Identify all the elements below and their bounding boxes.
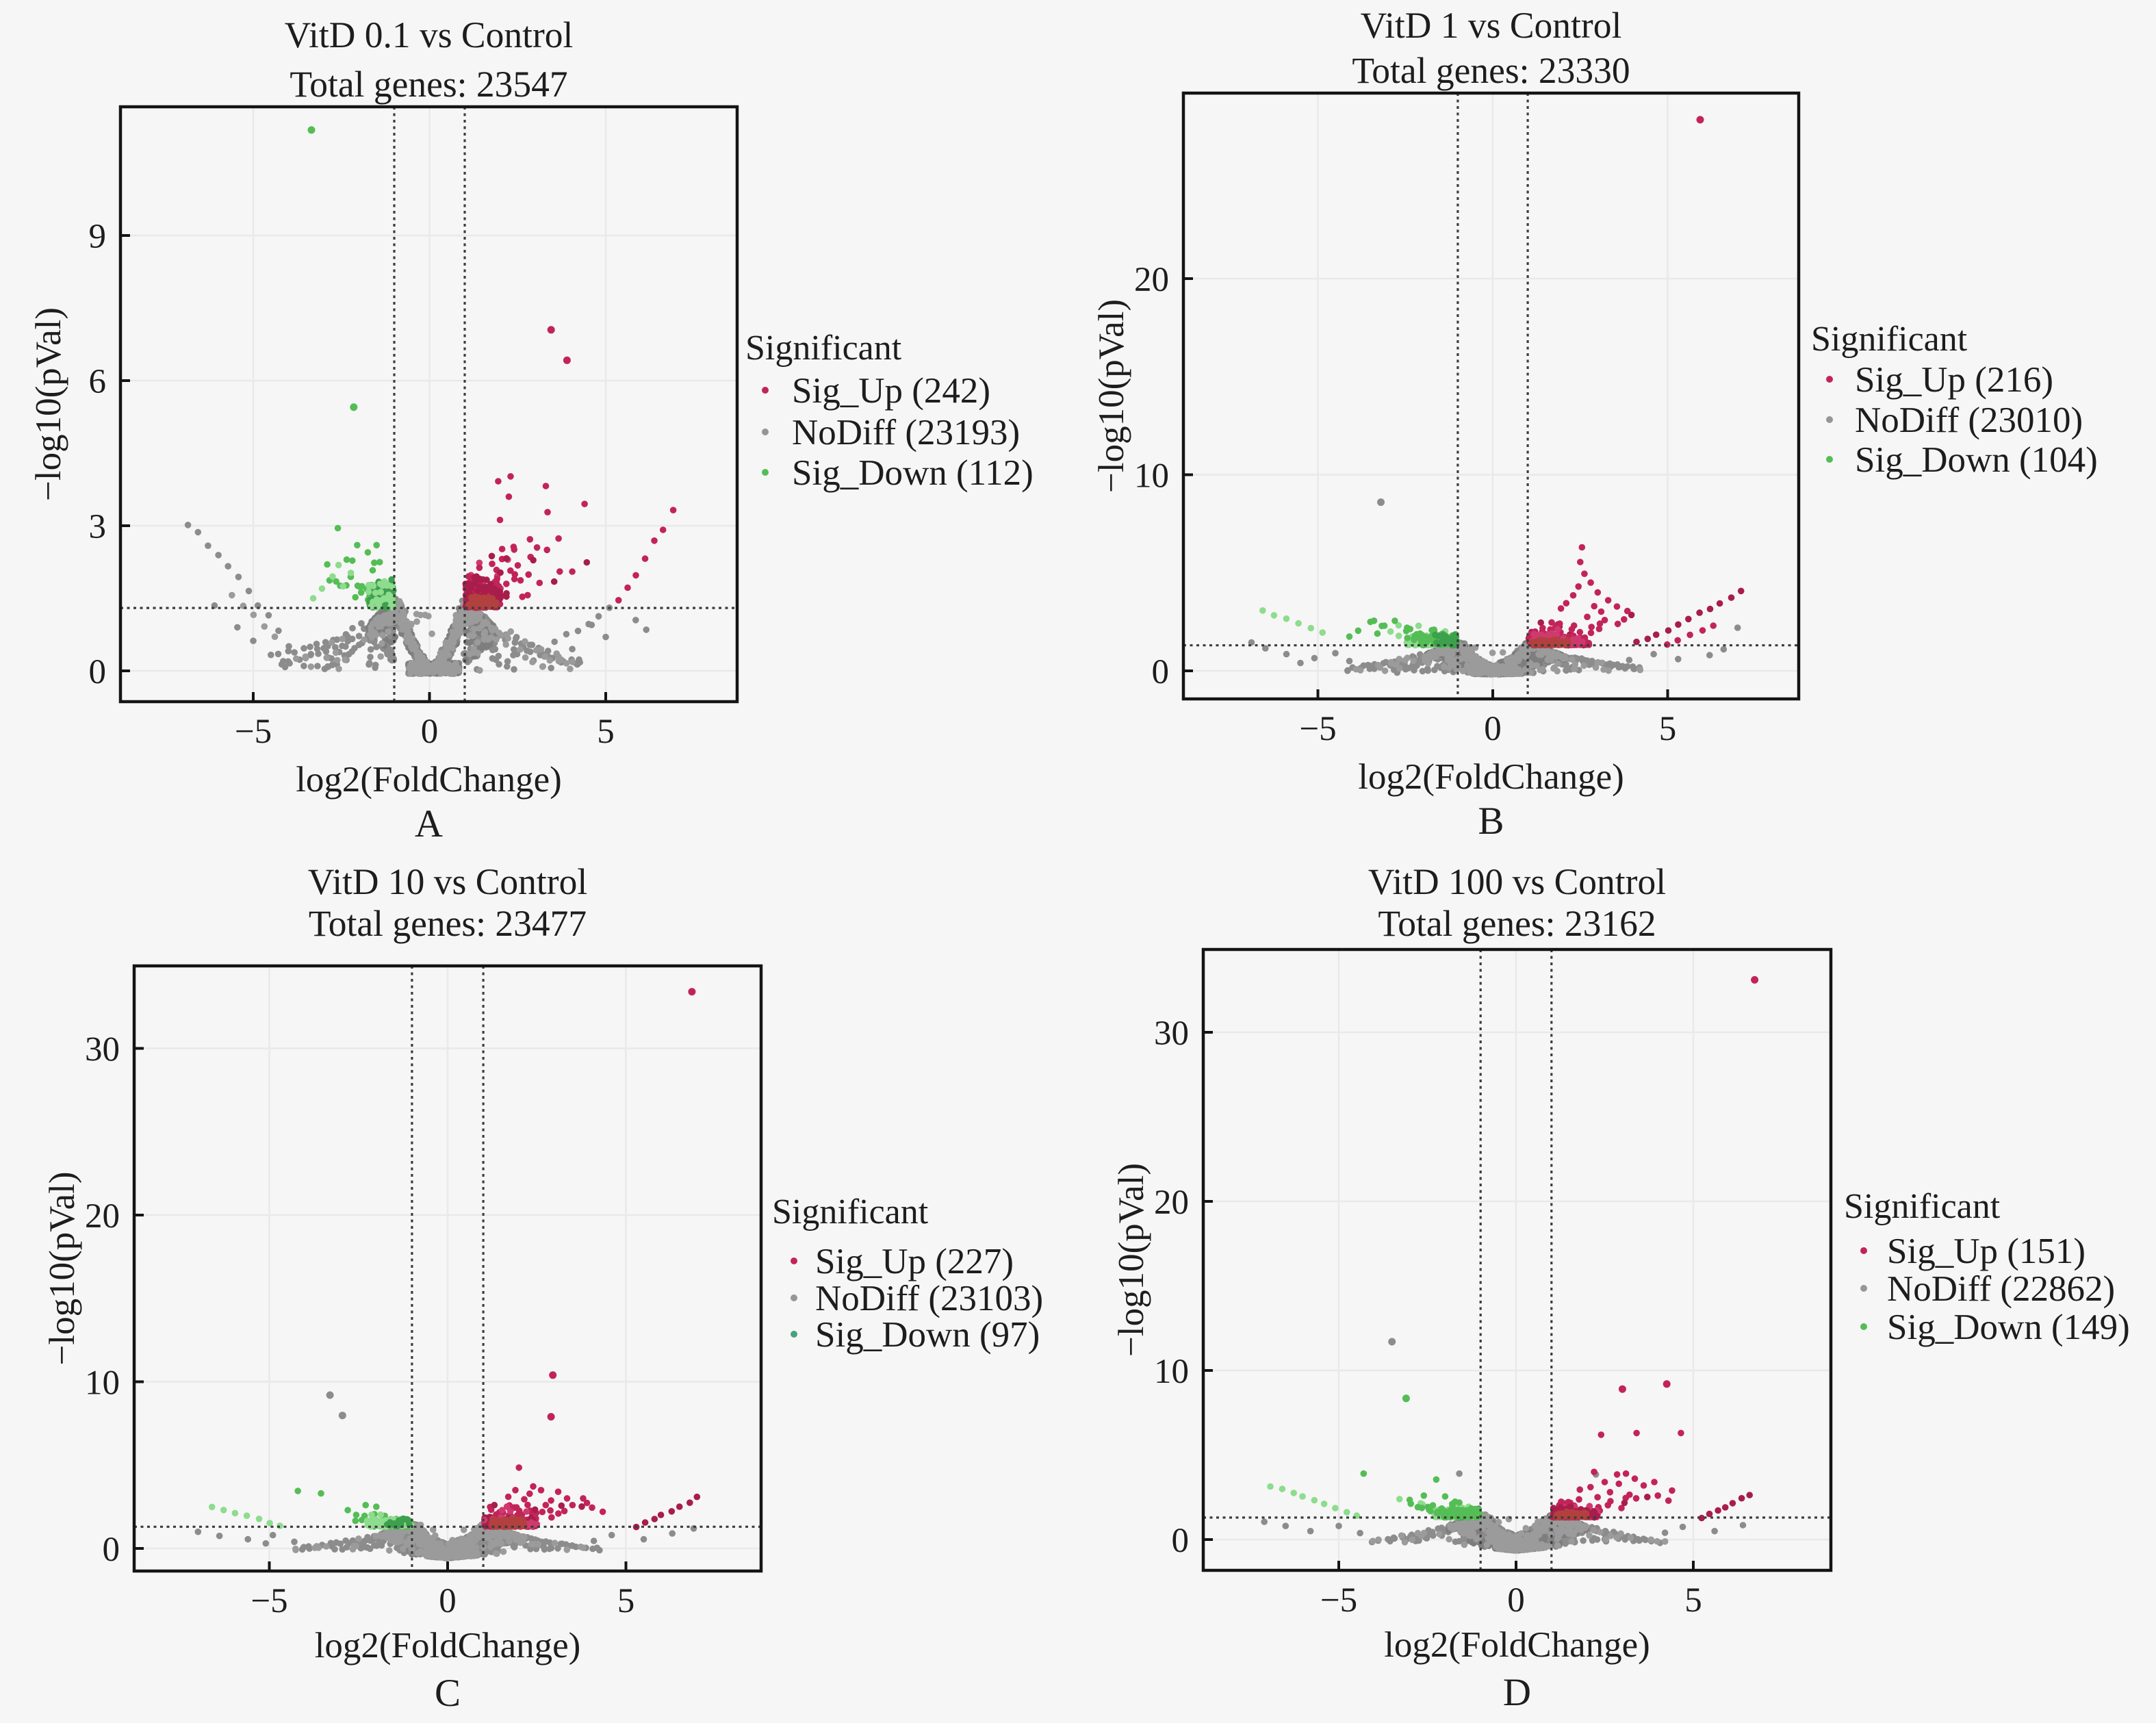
svg-text:Significant: Significant — [1811, 320, 1968, 359]
svg-text:log2(FoldChange): log2(FoldChange) — [315, 1626, 581, 1665]
svg-text:NoDiff (23010): NoDiff (23010) — [1855, 400, 2083, 440]
svg-text:log2(FoldChange): log2(FoldChange) — [1358, 757, 1624, 797]
svg-text:Sig_Up (227): Sig_Up (227) — [815, 1242, 1014, 1281]
svg-text:Significant: Significant — [772, 1192, 929, 1231]
svg-text:−log10(pVal): −log10(pVal) — [29, 307, 68, 501]
svg-text:20: 20 — [1154, 1184, 1189, 1222]
svg-text:VitD 0.1 vs Control: VitD 0.1 vs Control — [285, 14, 574, 55]
svg-text:5: 5 — [617, 1582, 635, 1620]
svg-text:0: 0 — [1152, 653, 1170, 691]
svg-text:Total genes: 23477: Total genes: 23477 — [309, 903, 587, 944]
svg-text:−log10(pVal): −log10(pVal) — [42, 1171, 82, 1365]
svg-text:6: 6 — [89, 363, 107, 401]
svg-text:VitD 100 vs Control: VitD 100 vs Control — [1368, 861, 1666, 902]
svg-text:−log10(pVal): −log10(pVal) — [1112, 1163, 1151, 1357]
svg-text:Sig_Down (97): Sig_Down (97) — [815, 1315, 1040, 1355]
svg-text:Sig_Up (242): Sig_Up (242) — [792, 371, 990, 411]
svg-text:VitD 10 vs Control: VitD 10 vs Control — [308, 861, 587, 902]
svg-text:Sig_Down (104): Sig_Down (104) — [1855, 440, 2098, 480]
svg-text:VitD 1 vs Control: VitD 1 vs Control — [1361, 5, 1622, 46]
svg-text:3: 3 — [89, 508, 107, 546]
svg-text:B: B — [1478, 800, 1504, 843]
svg-text:Total genes: 23547: Total genes: 23547 — [290, 64, 567, 105]
svg-text:0: 0 — [89, 653, 107, 691]
svg-text:30: 30 — [85, 1031, 120, 1069]
svg-text:A: A — [415, 802, 443, 845]
svg-text:5: 5 — [597, 713, 615, 751]
svg-text:Significant: Significant — [745, 329, 902, 368]
svg-text:C: C — [435, 1672, 461, 1715]
svg-text:Total genes: 23330: Total genes: 23330 — [1352, 50, 1630, 91]
svg-text:−5: −5 — [1299, 710, 1336, 748]
svg-text:0: 0 — [103, 1531, 120, 1569]
svg-text:Sig_Down (149): Sig_Down (149) — [1887, 1307, 2130, 1347]
svg-text:NoDiff (23193): NoDiff (23193) — [792, 413, 1020, 452]
svg-text:Total genes: 23162: Total genes: 23162 — [1378, 903, 1656, 944]
svg-text:Sig_Up (151): Sig_Up (151) — [1887, 1231, 2086, 1271]
svg-text:5: 5 — [1684, 1581, 1702, 1620]
svg-text:0: 0 — [439, 1582, 457, 1620]
svg-text:10: 10 — [1154, 1353, 1189, 1391]
svg-text:Sig_Up (216): Sig_Up (216) — [1855, 360, 2053, 400]
svg-text:10: 10 — [85, 1364, 120, 1403]
svg-text:log2(FoldChange): log2(FoldChange) — [1384, 1625, 1650, 1665]
svg-text:D: D — [1503, 1671, 1531, 1714]
svg-text:Significant: Significant — [1844, 1187, 2001, 1226]
svg-text:30: 30 — [1154, 1014, 1189, 1053]
svg-text:9: 9 — [89, 218, 107, 256]
svg-text:0: 0 — [1172, 1522, 1190, 1560]
svg-text:20: 20 — [85, 1197, 120, 1236]
svg-text:log2(FoldChange): log2(FoldChange) — [296, 760, 562, 800]
svg-text:−5: −5 — [1320, 1581, 1357, 1620]
svg-text:−5: −5 — [251, 1582, 287, 1620]
svg-text:0: 0 — [1484, 710, 1502, 748]
svg-text:20: 20 — [1134, 261, 1169, 299]
svg-text:10: 10 — [1134, 457, 1169, 496]
svg-text:−log10(pVal): −log10(pVal) — [1092, 299, 1131, 493]
svg-text:0: 0 — [1507, 1581, 1525, 1620]
svg-text:NoDiff (23103): NoDiff (23103) — [815, 1279, 1043, 1318]
svg-text:5: 5 — [1659, 710, 1677, 748]
svg-text:Sig_Down (112): Sig_Down (112) — [792, 453, 1034, 493]
svg-text:NoDiff (22862): NoDiff (22862) — [1887, 1269, 2115, 1309]
svg-text:−5: −5 — [235, 713, 272, 751]
svg-text:0: 0 — [421, 713, 439, 751]
